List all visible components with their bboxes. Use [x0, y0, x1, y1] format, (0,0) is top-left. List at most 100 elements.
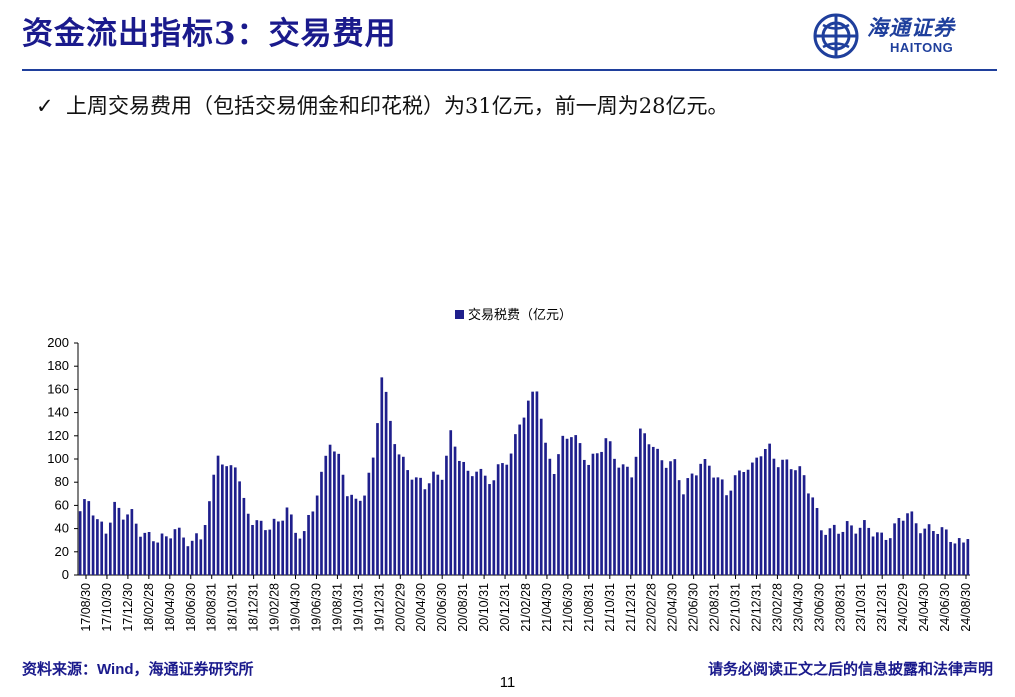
bar: [216, 455, 220, 575]
bar: [139, 536, 142, 575]
x-tick-label: 24/06/30: [938, 583, 952, 632]
summary-text: 上周交易费用（包括交易佣金和印花税）为31亿元，前一周为28亿元。: [66, 94, 729, 118]
bar: [475, 471, 478, 575]
x-tick-label: 17/08/30: [79, 583, 93, 632]
x-tick-label: 21/10/31: [603, 583, 617, 632]
legend-swatch: [455, 310, 464, 319]
bar: [591, 453, 595, 575]
bar: [414, 477, 418, 575]
bar: [660, 460, 664, 575]
bar: [794, 470, 797, 575]
x-tick-label: 19/02/28: [268, 583, 282, 632]
bar: [966, 539, 970, 575]
bar: [367, 472, 371, 575]
y-tick-label: 60: [55, 497, 69, 512]
bar: [505, 464, 509, 575]
x-tick-label: 22/12/31: [749, 583, 763, 632]
y-tick-label: 120: [47, 428, 69, 443]
bar: [134, 523, 138, 575]
x-tick-label: 20/04/30: [414, 583, 428, 632]
bar: [768, 443, 771, 575]
x-tick-label: 21/12/31: [624, 583, 638, 632]
y-tick-label: 100: [47, 451, 69, 466]
x-tick-label: 18/06/30: [184, 583, 198, 632]
bar: [221, 464, 224, 575]
bar: [208, 501, 211, 575]
bar: [268, 529, 272, 575]
bar: [677, 480, 681, 575]
bar: [143, 532, 147, 575]
bar: [871, 536, 875, 575]
bar: [910, 511, 914, 575]
x-tick-label: 23/04/30: [791, 583, 805, 632]
bar: [238, 481, 241, 575]
x-tick-label: 22/10/31: [729, 583, 743, 632]
y-tick-label: 0: [62, 567, 69, 582]
x-tick-label: 20/08/31: [456, 583, 470, 632]
x-tick-label: 19/04/30: [289, 583, 303, 632]
bar: [673, 459, 677, 575]
bar: [397, 454, 401, 575]
x-tick-label: 19/10/31: [351, 583, 365, 632]
bar: [557, 454, 560, 575]
bar: [402, 456, 405, 575]
bar: [600, 451, 603, 575]
y-tick-label: 180: [47, 358, 69, 373]
bar: [651, 446, 655, 575]
bar: [604, 438, 608, 575]
bar: [582, 459, 586, 575]
bar: [962, 542, 965, 575]
logo-text-cn: 海通证券: [867, 15, 955, 40]
bar: [953, 543, 957, 575]
bar: [639, 428, 642, 575]
bar: [695, 475, 698, 575]
bar: [354, 498, 358, 575]
bar: [820, 530, 823, 575]
bar: [690, 473, 694, 575]
bar: [121, 519, 125, 575]
bar: [371, 457, 375, 575]
bar: [630, 477, 634, 575]
bar: [811, 497, 815, 575]
bar: [229, 465, 233, 575]
page-number: 11: [499, 674, 516, 691]
x-tick-label: 23/02/28: [770, 583, 784, 632]
bar: [686, 478, 690, 575]
y-tick-label: 20: [55, 544, 69, 559]
bar: [755, 457, 759, 575]
bar: [315, 495, 319, 575]
summary-bullet: ✓ 上周交易费用（包括交易佣金和印花税）为31亿元，前一周为28亿元。: [36, 90, 728, 120]
bar: [453, 446, 457, 575]
bar: [526, 400, 530, 575]
bar: [733, 475, 737, 575]
x-tick-label: 19/08/31: [330, 583, 344, 632]
bar: [190, 540, 194, 575]
bar: [919, 533, 922, 575]
x-tick-label: 21/06/30: [561, 583, 575, 632]
x-tick-label: 18/08/31: [205, 583, 219, 632]
bar: [759, 456, 763, 575]
bar: [488, 484, 491, 575]
x-tick-label: 21/02/28: [519, 583, 533, 632]
bar: [522, 417, 526, 575]
bar: [570, 437, 573, 575]
x-tick-label: 20/02/29: [393, 583, 407, 632]
x-tick-label: 20/06/30: [435, 583, 449, 632]
bar: [863, 520, 866, 575]
bar: [182, 537, 185, 575]
x-tick-label: 18/02/28: [142, 583, 156, 632]
bar: [936, 533, 940, 575]
bar: [867, 527, 871, 575]
bar: [703, 459, 707, 575]
bar: [195, 533, 198, 575]
x-tick-label: 18/12/31: [247, 583, 261, 632]
source-suffix: ，海通证券研究所: [133, 660, 254, 678]
bar: [712, 477, 715, 575]
bar: [384, 391, 388, 575]
bar: [272, 518, 276, 575]
bar: [160, 533, 164, 575]
bar: [83, 499, 86, 575]
bar: [888, 538, 892, 575]
bar: [729, 490, 733, 575]
bar: [108, 522, 112, 575]
